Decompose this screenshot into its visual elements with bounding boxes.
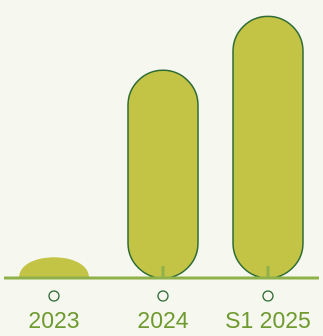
bars-group — [19, 15, 304, 279]
x-marker-s1-2025 — [262, 290, 274, 302]
x-tick-label-s1-2025: S1 2025 — [225, 307, 311, 333]
x-ticks-group — [161, 266, 270, 278]
bar-2024 — [127, 69, 199, 279]
bar-2023 — [19, 257, 89, 278]
bar-s1-2025 — [232, 15, 304, 279]
x-marker-2023 — [48, 290, 60, 302]
x-labels-group: 2023 2024 S1 2025 — [28, 307, 310, 333]
x-marker-2024 — [157, 290, 169, 302]
x-markers-group — [48, 290, 274, 302]
x-tick-label-2024: 2024 — [137, 307, 188, 333]
x-tick-label-2023: 2023 — [28, 307, 79, 333]
